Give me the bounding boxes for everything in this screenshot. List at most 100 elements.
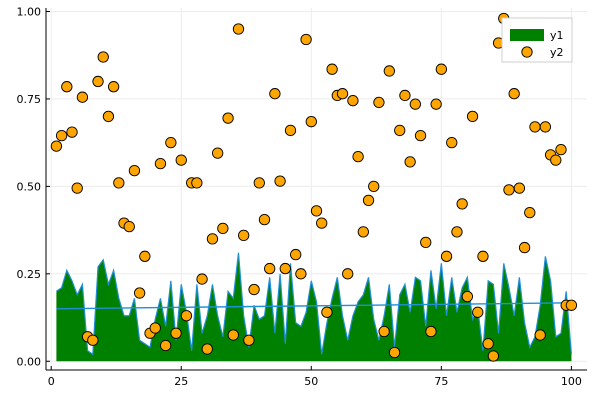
y2-point: [326, 63, 338, 75]
y2-point: [284, 124, 297, 137]
y2-point: [342, 268, 354, 280]
y2-point: [71, 182, 83, 194]
y2-point: [191, 177, 203, 189]
y2-point: [279, 262, 291, 275]
y2-point: [170, 327, 182, 339]
y2-point: [258, 213, 271, 226]
y2-point: [435, 63, 447, 75]
y2-point: [92, 75, 104, 88]
y2-point: [461, 290, 474, 303]
y2-point: [336, 88, 349, 100]
y2-point: [394, 124, 406, 137]
y2-point: [539, 121, 552, 133]
y1-area-outline: [56, 252, 572, 356]
x-tick-label: 75: [434, 375, 448, 388]
legend-y2-label: y2: [550, 46, 564, 59]
y2-point: [123, 220, 135, 233]
y2-point: [295, 268, 307, 280]
y2-point: [269, 88, 281, 100]
x-tick-label: 0: [48, 375, 55, 388]
y2-point: [487, 350, 500, 362]
y2-point: [472, 306, 484, 318]
y2-point: [440, 250, 453, 262]
x-axis-ticks: 0 25 50 75 100: [48, 366, 582, 388]
y2-point: [477, 250, 489, 262]
y2-point: [232, 23, 245, 35]
y2-point: [555, 144, 567, 156]
x-tick-label: 25: [174, 375, 188, 388]
y2-point: [362, 194, 375, 207]
y2-point: [524, 206, 536, 219]
y2-point: [446, 137, 458, 149]
y2-point: [425, 325, 437, 338]
y2-point: [196, 273, 208, 285]
y2-point: [420, 236, 432, 248]
y2-point: [347, 95, 359, 107]
y1-area-fill: [56, 252, 572, 362]
y2-point: [368, 180, 380, 193]
y2-point: [97, 51, 109, 63]
y2-point: [300, 33, 312, 46]
legend-y1-swatch: [510, 29, 544, 41]
y-tick-label: 0.25: [17, 268, 42, 281]
y2-point: [238, 229, 250, 241]
y2-point: [513, 182, 526, 194]
y1-area-series: [56, 252, 572, 362]
y2-point: [107, 81, 120, 93]
axes: [45, 8, 587, 371]
y2-point: [139, 250, 151, 262]
y2-point: [414, 130, 427, 142]
y2-point: [357, 226, 369, 238]
y2-point: [76, 91, 89, 103]
y2-point: [201, 343, 213, 355]
y2-point: [248, 283, 260, 296]
y2-point: [534, 329, 546, 341]
y2-point: [508, 88, 520, 100]
y2-point: [378, 325, 390, 338]
y2-point: [482, 338, 494, 350]
y2-point: [175, 154, 187, 166]
y2-point: [253, 177, 265, 189]
y2-point: [529, 121, 541, 133]
y2-point: [133, 287, 146, 299]
y2-point: [565, 299, 578, 311]
y2-point: [399, 89, 411, 102]
y2-point: [212, 147, 224, 159]
y2-point: [165, 137, 177, 149]
y2-point: [222, 112, 234, 124]
y-tick-label: 0.75: [17, 93, 42, 106]
y2-point: [113, 177, 125, 189]
y2-point: [404, 156, 416, 168]
y2-point: [61, 81, 73, 93]
y2-point: [159, 339, 172, 352]
y2-point: [87, 334, 99, 346]
y2-point: [66, 126, 78, 138]
y-tick-label: 1.00: [17, 5, 42, 18]
y1-trend-line: [56, 302, 572, 310]
y2-point: [128, 164, 141, 177]
x-tick-label: 50: [304, 375, 318, 388]
y2-point: [180, 310, 193, 322]
y2-point: [217, 222, 229, 234]
y2-point: [321, 306, 333, 318]
y2-point: [466, 110, 479, 123]
y2-point: [264, 262, 276, 275]
y2-point: [310, 205, 323, 217]
y2-point: [503, 184, 515, 196]
y2-point: [50, 140, 63, 152]
y2-point: [102, 110, 115, 123]
y-tick-label: 0.50: [17, 180, 42, 193]
y-tick-label: 0.00: [17, 355, 42, 368]
legend-y1-label: y1: [550, 29, 564, 42]
y2-point: [305, 116, 317, 128]
y2-point: [227, 329, 239, 341]
y2-point: [550, 154, 562, 166]
y2-point: [518, 241, 531, 254]
y2-scatter-series: [50, 12, 578, 362]
y2-point: [409, 98, 421, 110]
y2-point: [274, 175, 286, 187]
y2-point: [383, 65, 395, 77]
y2-point: [451, 226, 463, 238]
y2-point: [430, 98, 442, 110]
